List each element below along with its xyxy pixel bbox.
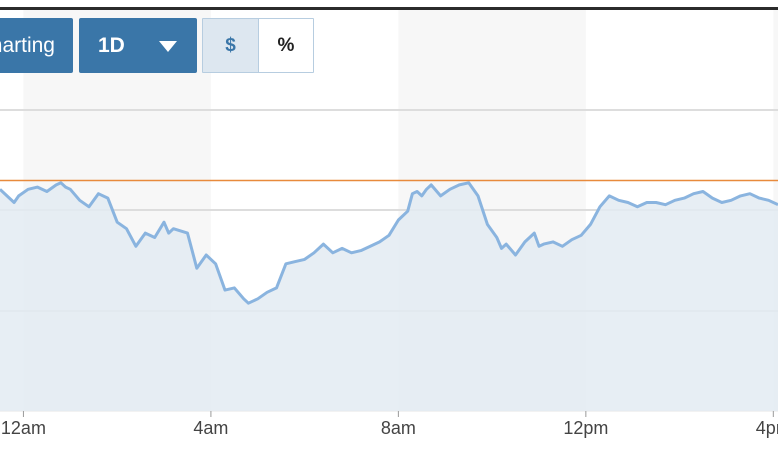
chart-type-label: Charting [0,34,55,57]
caret-down-icon [159,41,177,52]
chart-type-button[interactable]: Charting [0,18,73,73]
price-area [0,182,778,411]
x-tick-label: 4am [193,418,228,438]
x-tick-label: 4pm [756,418,778,438]
display-mode-toggle: $ % [202,18,314,73]
x-tick-label: 12pm [563,418,608,438]
dollar-toggle-button[interactable]: $ [203,19,259,72]
x-tick-label: 12am [1,418,46,438]
range-label: 1D [98,34,125,57]
price-line [0,181,778,305]
x-tick-label: 8am [381,418,416,438]
percent-toggle-button[interactable]: % [277,35,295,56]
top-border [0,7,778,10]
x-axis: 12am 4am 8am 12pm 4pm [1,411,778,438]
range-dropdown[interactable]: 1D [79,18,197,73]
